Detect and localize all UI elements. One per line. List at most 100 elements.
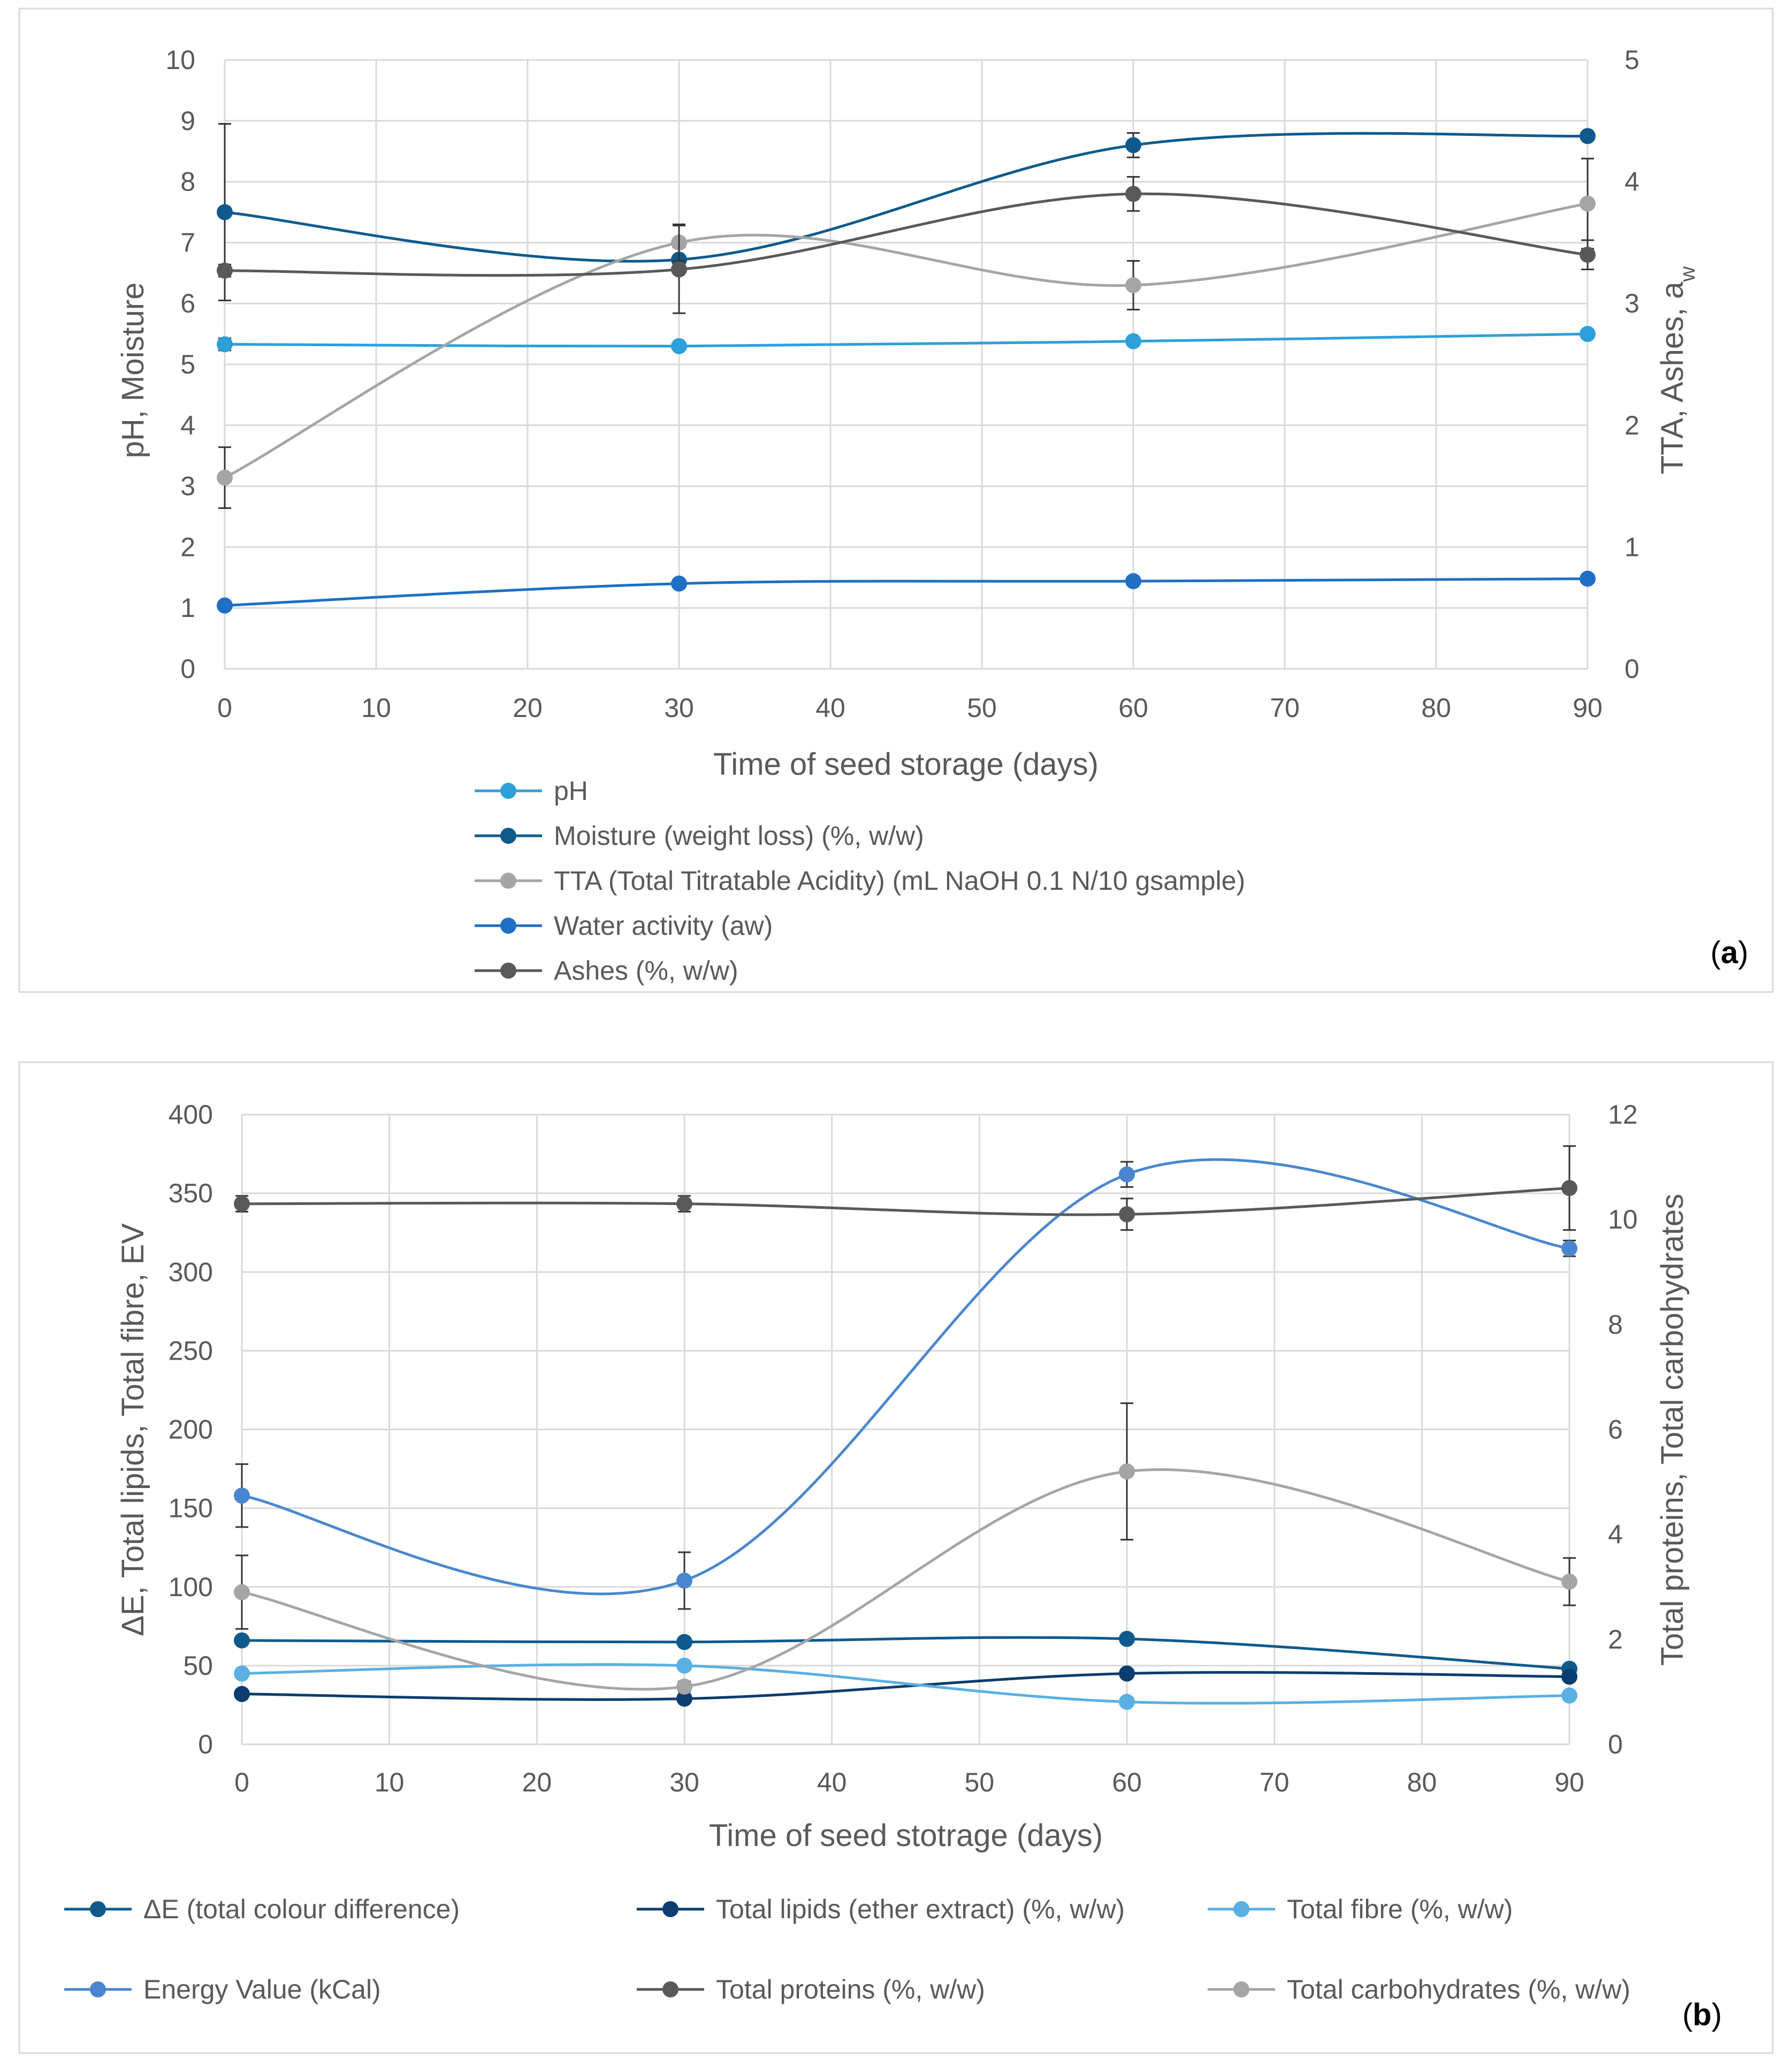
- data-point: [217, 336, 233, 353]
- series-total-carbohydrates-w-w: [234, 1402, 1577, 1695]
- series-line: [224, 577, 1588, 607]
- x-tick-label: 0: [234, 1767, 249, 1797]
- left-y-tick-label: 7: [180, 227, 195, 257]
- x-tick-label: 90: [1554, 1767, 1584, 1797]
- data-point: [1119, 1463, 1135, 1479]
- data-point: [1561, 1240, 1577, 1257]
- legend-label: Total carbohydrates (%, w/w): [1287, 1974, 1630, 2004]
- panel-b-series: [234, 1145, 1577, 1710]
- data-point: [1125, 137, 1141, 154]
- right-y-tick-label: 8: [1608, 1309, 1623, 1339]
- legend-label: pH: [554, 776, 588, 806]
- right-y-tick-label: 5: [1625, 45, 1640, 75]
- panel-a-right-axis-title: TTA, Ashes, aw: [1655, 266, 1699, 474]
- data-point: [1125, 186, 1141, 202]
- data-point: [676, 1679, 692, 1695]
- data-point: [234, 1685, 250, 1702]
- data-point: [1119, 1694, 1135, 1710]
- legend-label: Total proteins (%, w/w): [716, 1974, 985, 2004]
- panel-a-left-axis-title: pH, Moisture: [116, 283, 150, 459]
- panel-b-label-close: ): [1712, 1997, 1722, 2032]
- data-point: [234, 1195, 250, 1212]
- data-point: [1561, 1687, 1577, 1704]
- x-tick-label: 70: [1270, 693, 1300, 723]
- x-tick-label: 30: [664, 693, 694, 723]
- series-line: [241, 1671, 1570, 1701]
- legend-label: Total fibre (%, w/w): [1287, 1894, 1513, 1924]
- left-y-tick-label: 350: [169, 1178, 213, 1208]
- series-total-proteins-w-w: [234, 1145, 1577, 1231]
- panel-a-series: [217, 123, 1596, 614]
- panel-b-left-axis-title: ΔE, Total lipids, Total fibre, EV: [116, 1223, 150, 1636]
- legend-swatch-marker: [90, 1901, 106, 1917]
- data-point: [234, 1584, 250, 1600]
- x-tick-label: 50: [965, 1767, 995, 1797]
- data-point: [676, 1572, 692, 1589]
- x-tick-label: 20: [522, 1767, 552, 1797]
- x-tick-label: 20: [513, 693, 543, 723]
- x-tick-label: 60: [1118, 693, 1148, 723]
- left-y-tick-label: 250: [169, 1336, 213, 1366]
- data-point: [1561, 1573, 1577, 1590]
- right-y-tick-label: 3: [1625, 288, 1640, 318]
- series-line: [224, 332, 1588, 348]
- data-point: [217, 597, 233, 614]
- legend-swatch-marker: [662, 1901, 678, 1917]
- data-point: [217, 469, 233, 486]
- data-point: [217, 262, 233, 279]
- legend-swatch-marker: [662, 1981, 678, 1997]
- legend-entry: ΔE (total colour difference): [64, 1894, 460, 1924]
- legend-swatch-marker: [500, 783, 516, 799]
- legend-entry: Moisture (weight loss) (%, w/w): [475, 821, 924, 851]
- right-y-tick-label: 12: [1608, 1100, 1638, 1130]
- data-point: [1119, 1630, 1135, 1647]
- x-tick-label: 80: [1421, 693, 1451, 723]
- data-point: [671, 338, 687, 354]
- legend-swatch-marker: [1233, 1901, 1249, 1917]
- series-water-activity-aw: [217, 570, 1596, 614]
- legend-label: Water activity (aw): [554, 911, 773, 941]
- x-tick-label: 0: [217, 693, 232, 723]
- x-tick-label: 30: [669, 1767, 699, 1797]
- left-y-tick-label: 0: [180, 654, 195, 684]
- legend-label: Total lipids (ether extract) (%, w/w): [716, 1894, 1125, 1924]
- data-point: [234, 1665, 250, 1682]
- legend-swatch-marker: [500, 918, 516, 934]
- right-y-tick-label: 10: [1608, 1204, 1638, 1234]
- x-tick-label: 90: [1573, 693, 1603, 723]
- data-point: [676, 1195, 692, 1212]
- panel-a-x-axis-title: Time of seed storage (days): [713, 747, 1099, 782]
- right-y-tick-label: 2: [1608, 1624, 1623, 1654]
- data-point: [1580, 128, 1596, 144]
- left-y-tick-label: 5: [180, 349, 195, 379]
- panel-b-x-axis-title: Time of seed stotrage (days): [709, 1818, 1103, 1853]
- series-total-lipids-ether-extract-w-w: [234, 1665, 1577, 1707]
- legend-entry: Total proteins (%, w/w): [637, 1974, 985, 2004]
- legend-label: Ashes (%, w/w): [554, 956, 738, 986]
- panel-a-border: [18, 7, 1774, 993]
- right-y-tick-label: 0: [1625, 654, 1640, 684]
- x-tick-label: 60: [1112, 1767, 1142, 1797]
- series-line: [241, 1468, 1570, 1691]
- legend-entry: Total lipids (ether extract) (%, w/w): [637, 1894, 1125, 1924]
- right-y-tick-label: 6: [1608, 1415, 1623, 1445]
- series-line: [241, 1663, 1570, 1705]
- x-tick-label: 50: [967, 693, 997, 723]
- chart-panel-b: 0 10 20 30 40 50 60 70 80 90050100150200250300350…: [18, 1061, 1774, 2054]
- left-y-tick-label: 300: [169, 1257, 213, 1287]
- data-point: [676, 1634, 692, 1650]
- data-point: [217, 204, 233, 220]
- panel-b-label-letter: b: [1692, 1997, 1711, 2032]
- series-total-fibre-w-w: [234, 1657, 1577, 1710]
- panel-b-right-axis-title: Total proteins, Total carbohydrates: [1655, 1194, 1690, 1666]
- data-point: [1119, 1206, 1135, 1223]
- legend-swatch-marker: [500, 873, 516, 889]
- panel-a-right-axis-title-sub: w: [1676, 266, 1699, 282]
- panel-b-legend: ΔE (total colour difference) Total lipids…: [64, 1894, 1630, 2004]
- legend-entry: TTA (Total Titratable Acidity) (mL NaOH …: [475, 866, 1245, 896]
- panel-a-tick-labels: 0 10 20 30 40 50 60 70 80 90 0 1 2 3 4 5 6 7 8 9 10 0 1 2 3 4 5: [165, 45, 1639, 723]
- data-point: [1580, 247, 1596, 263]
- left-y-tick-label: 2: [180, 532, 195, 562]
- left-y-tick-label: 1: [180, 593, 195, 623]
